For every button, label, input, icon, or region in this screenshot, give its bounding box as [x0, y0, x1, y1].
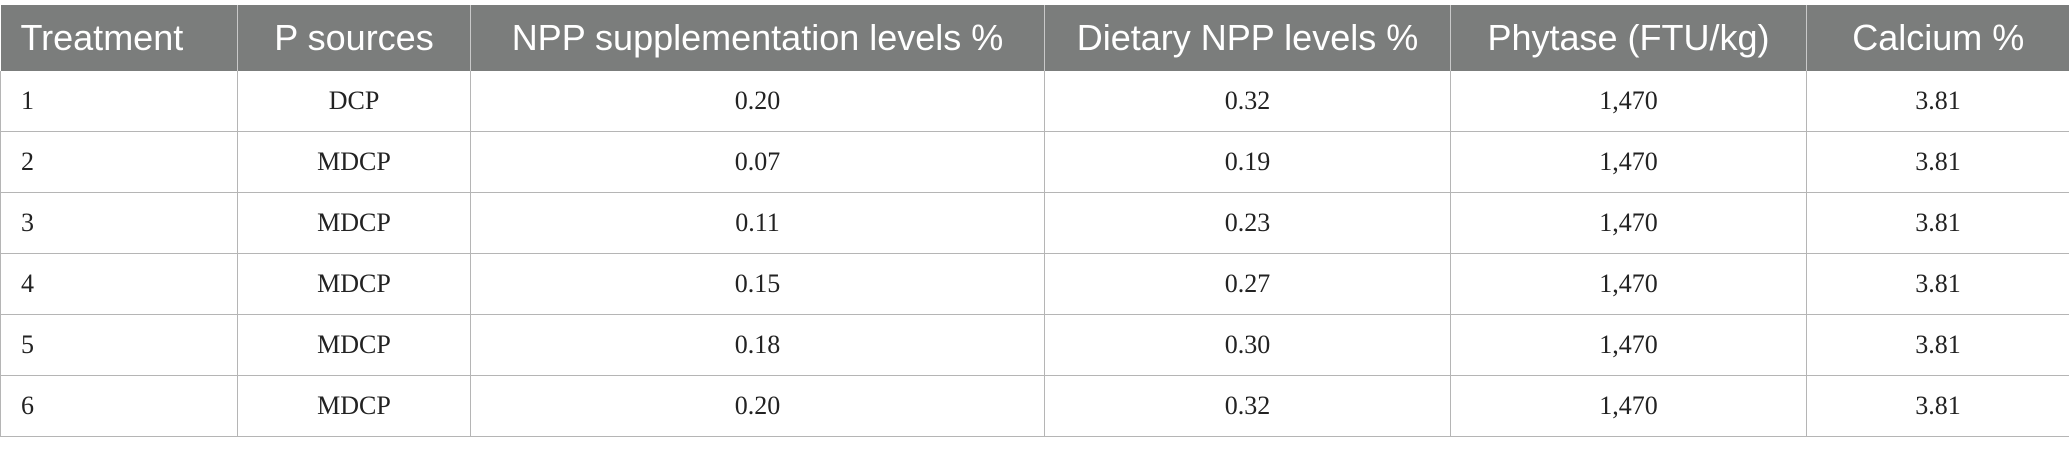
- cell-treatment: 4: [0, 253, 238, 315]
- cell-dietary-npp: 0.32: [1044, 71, 1451, 132]
- cell-npp-supplementation: 0.11: [470, 192, 1045, 254]
- cell-calcium: 3.81: [1806, 131, 2069, 193]
- header-p-sources: P sources: [237, 5, 471, 71]
- cell-npp-supplementation: 0.15: [470, 253, 1045, 315]
- header-row: Treatment P sources NPP supplementation …: [0, 5, 2069, 71]
- cell-dietary-npp: 0.19: [1044, 131, 1451, 193]
- header-phytase: Phytase (FTU/kg): [1450, 5, 1807, 71]
- table-row: 5 MDCP 0.18 0.30 1,470 3.81: [0, 314, 2069, 376]
- cell-calcium: 3.81: [1806, 314, 2069, 376]
- cell-phytase: 1,470: [1450, 131, 1807, 193]
- header-calcium: Calcium %: [1806, 5, 2069, 71]
- table-row: 2 MDCP 0.07 0.19 1,470 3.81: [0, 131, 2069, 193]
- cell-npp-supplementation: 0.20: [470, 71, 1045, 132]
- cell-phytase: 1,470: [1450, 314, 1807, 376]
- cell-p-source: MDCP: [237, 131, 471, 193]
- table-row: 1 DCP 0.20 0.32 1,470 3.81: [0, 71, 2069, 132]
- cell-phytase: 1,470: [1450, 375, 1807, 437]
- cell-phytase: 1,470: [1450, 253, 1807, 315]
- cell-treatment: 3: [0, 192, 238, 254]
- cell-treatment: 2: [0, 131, 238, 193]
- cell-treatment: 6: [0, 375, 238, 437]
- cell-p-source: DCP: [237, 71, 471, 132]
- cell-dietary-npp: 0.27: [1044, 253, 1451, 315]
- cell-treatment: 5: [0, 314, 238, 376]
- cell-p-source: MDCP: [237, 192, 471, 254]
- cell-p-source: MDCP: [237, 375, 471, 437]
- cell-dietary-npp: 0.23: [1044, 192, 1451, 254]
- cell-npp-supplementation: 0.18: [470, 314, 1045, 376]
- cell-npp-supplementation: 0.07: [470, 131, 1045, 193]
- cell-dietary-npp: 0.32: [1044, 375, 1451, 437]
- treatment-table: Treatment P sources NPP supplementation …: [0, 5, 2069, 437]
- cell-calcium: 3.81: [1806, 375, 2069, 437]
- table-header: Treatment P sources NPP supplementation …: [0, 5, 2069, 71]
- cell-p-source: MDCP: [237, 314, 471, 376]
- cell-phytase: 1,470: [1450, 192, 1807, 254]
- cell-phytase: 1,470: [1450, 71, 1807, 132]
- cell-dietary-npp: 0.30: [1044, 314, 1451, 376]
- cell-treatment: 1: [0, 71, 238, 132]
- table-row: 3 MDCP 0.11 0.23 1,470 3.81: [0, 192, 2069, 254]
- table-body: 1 DCP 0.20 0.32 1,470 3.81 2 MDCP 0.07 0…: [0, 71, 2069, 437]
- header-treatment: Treatment: [0, 5, 238, 71]
- table-row: 4 MDCP 0.15 0.27 1,470 3.81: [0, 253, 2069, 315]
- table-row: 6 MDCP 0.20 0.32 1,470 3.81: [0, 375, 2069, 437]
- cell-calcium: 3.81: [1806, 192, 2069, 254]
- cell-p-source: MDCP: [237, 253, 471, 315]
- header-dietary-npp: Dietary NPP levels %: [1044, 5, 1451, 71]
- table-container: Treatment P sources NPP supplementation …: [0, 5, 2069, 437]
- cell-calcium: 3.81: [1806, 71, 2069, 132]
- cell-calcium: 3.81: [1806, 253, 2069, 315]
- cell-npp-supplementation: 0.20: [470, 375, 1045, 437]
- header-npp-supplementation: NPP supplementation levels %: [470, 5, 1045, 71]
